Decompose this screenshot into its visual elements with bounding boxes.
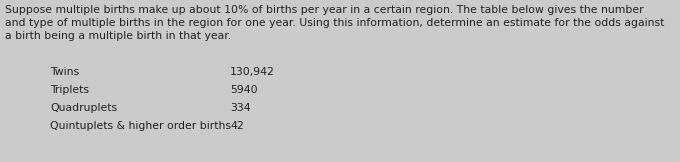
Text: a birth being a multiple birth in that year.: a birth being a multiple birth in that y… <box>5 31 231 41</box>
Text: Quintuplets & higher order births: Quintuplets & higher order births <box>50 121 231 131</box>
Text: Quadruplets: Quadruplets <box>50 103 117 113</box>
Text: 334: 334 <box>230 103 251 113</box>
Text: 130,942: 130,942 <box>230 67 275 77</box>
Text: 42: 42 <box>230 121 243 131</box>
Text: and type of multiple births in the region for one year. Using this information, : and type of multiple births in the regio… <box>5 18 664 28</box>
Text: 5940: 5940 <box>230 85 258 95</box>
Text: Suppose multiple births make up about 10% of births per year in a certain region: Suppose multiple births make up about 10… <box>5 5 644 15</box>
Text: Twins: Twins <box>50 67 79 77</box>
Text: Triplets: Triplets <box>50 85 89 95</box>
